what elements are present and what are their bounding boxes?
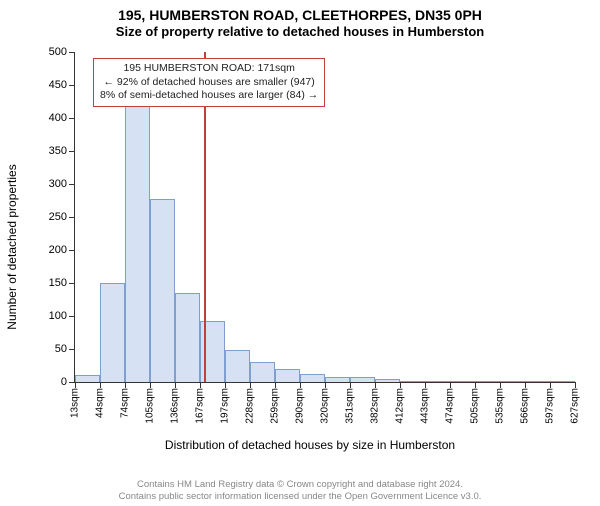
y-tick-label: 100 — [49, 310, 67, 322]
histogram-bar — [375, 379, 400, 382]
y-tick-label: 250 — [49, 211, 67, 223]
x-tick-label: 259sqm — [270, 388, 281, 424]
y-tick — [69, 52, 75, 53]
x-tick-label: 627sqm — [570, 388, 581, 424]
x-axis-label: Distribution of detached houses by size … — [165, 438, 455, 452]
x-tick-label: 167sqm — [195, 388, 206, 424]
histogram-bar — [425, 381, 450, 382]
y-tick — [69, 151, 75, 152]
x-tick-label: 566sqm — [520, 388, 531, 424]
y-tick — [69, 118, 75, 119]
x-tick-label: 474sqm — [445, 388, 456, 424]
histogram-bar — [225, 350, 250, 382]
y-tick — [69, 217, 75, 218]
histogram-bar — [350, 377, 375, 382]
x-tick-label: 44sqm — [95, 388, 106, 418]
y-tick-label: 0 — [61, 376, 67, 388]
x-tick-label: 105sqm — [145, 388, 156, 424]
y-tick — [69, 316, 75, 317]
histogram-bar — [500, 381, 525, 382]
y-tick-label: 500 — [49, 46, 67, 58]
x-tick-label: 412sqm — [395, 388, 406, 424]
chart-container: Number of detached properties 0501001502… — [40, 52, 580, 442]
annotation-line-larger: 8% of semi-detached houses are larger (8… — [100, 89, 318, 103]
page-title-address: 195, HUMBERSTON ROAD, CLEETHORPES, DN35 … — [0, 6, 600, 24]
x-tick-label: 505sqm — [470, 388, 481, 424]
footer-attribution: Contains HM Land Registry data © Crown c… — [0, 479, 600, 503]
x-tick-label: 597sqm — [545, 388, 556, 424]
histogram-bar — [100, 283, 125, 382]
plot-area: 05010015020025030035040045050013sqm44sqm… — [74, 52, 575, 383]
histogram-bar — [325, 377, 350, 382]
y-tick-label: 50 — [55, 343, 67, 355]
page-title-subtitle: Size of property relative to detached ho… — [0, 24, 600, 41]
footer-line-2: Contains public sector information licen… — [0, 491, 600, 503]
histogram-bar — [150, 199, 175, 382]
y-tick — [69, 349, 75, 350]
histogram-bar — [275, 369, 300, 382]
histogram-bar — [300, 374, 325, 382]
histogram-bar — [125, 98, 150, 382]
y-tick-label: 200 — [49, 244, 67, 256]
x-tick-label: 351sqm — [345, 388, 356, 424]
x-tick-label: 197sqm — [220, 388, 231, 424]
annotation-line-property: 195 HUMBERSTON ROAD: 171sqm — [100, 62, 318, 76]
x-tick-label: 535sqm — [495, 388, 506, 424]
x-tick-label: 74sqm — [120, 388, 131, 418]
y-tick-label: 300 — [49, 178, 67, 190]
histogram-bar — [250, 362, 275, 382]
x-tick-label: 320sqm — [320, 388, 331, 424]
x-tick-label: 13sqm — [70, 388, 81, 418]
histogram-bar — [550, 381, 575, 382]
histogram-bar — [175, 293, 200, 382]
annotation-line-smaller: ← 92% of detached houses are smaller (94… — [100, 76, 318, 90]
footer-line-1: Contains HM Land Registry data © Crown c… — [0, 479, 600, 491]
y-tick-label: 350 — [49, 145, 67, 157]
y-tick — [69, 250, 75, 251]
histogram-bar — [400, 381, 425, 382]
histogram-bar — [525, 381, 550, 382]
y-tick-label: 150 — [49, 277, 67, 289]
x-tick-label: 228sqm — [245, 388, 256, 424]
x-tick-label: 290sqm — [295, 388, 306, 424]
y-tick-label: 400 — [49, 112, 67, 124]
x-tick-label: 443sqm — [420, 388, 431, 424]
x-tick-label: 136sqm — [170, 388, 181, 424]
histogram-bar — [75, 375, 100, 382]
y-tick — [69, 85, 75, 86]
y-axis-label: Number of detached properties — [5, 164, 19, 329]
property-annotation-box: 195 HUMBERSTON ROAD: 171sqm ← 92% of det… — [93, 58, 325, 107]
y-tick — [69, 184, 75, 185]
y-tick-label: 450 — [49, 79, 67, 91]
y-tick — [69, 283, 75, 284]
x-tick-label: 382sqm — [370, 388, 381, 424]
histogram-bar — [450, 381, 475, 382]
histogram-bar — [475, 381, 500, 382]
